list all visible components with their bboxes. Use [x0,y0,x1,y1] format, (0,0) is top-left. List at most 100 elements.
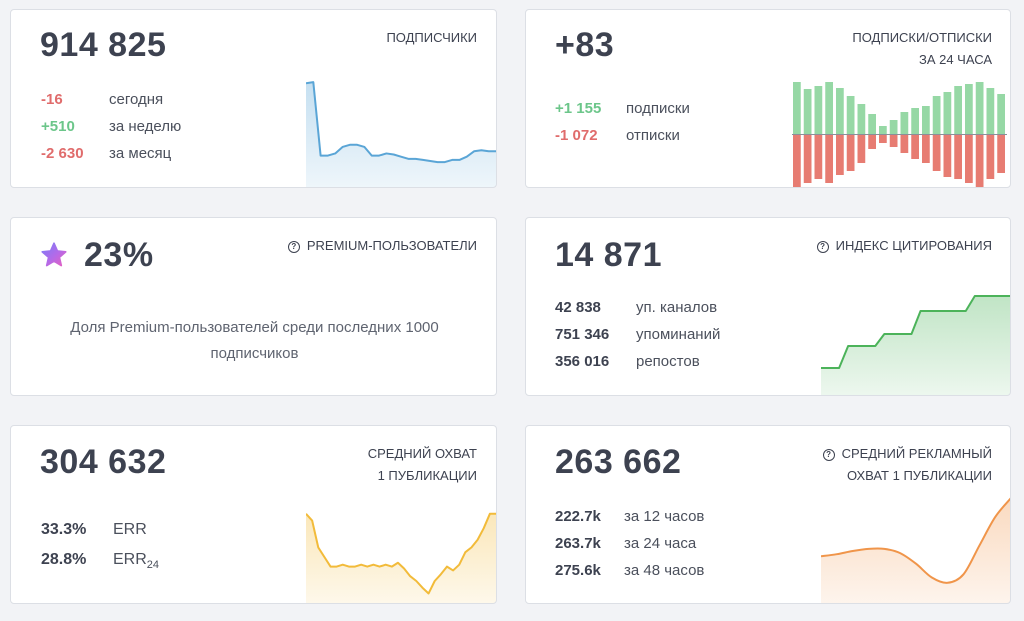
stat-channels: 42 838 уп. каналов [555,299,717,316]
bar-unsubscribed [900,135,909,153]
premium-description-line1: Доля Premium-пользователей среди последн… [70,319,439,336]
bar-unsubscribed [879,135,887,143]
bar-subscribed [922,106,930,134]
stat-today: -16 сегодня [41,91,163,108]
bar-subscribed [793,82,801,134]
bar-unsubscribed [803,135,812,183]
subs-unsubs-total: +83 [555,26,615,64]
stat-24h-value: 263.7k [555,535,601,552]
citation-index-line [821,295,1010,369]
ad-reach-title: ? СРЕДНИЙ РЕКЛАМНЫЙ ОХВАТ 1 ПУБЛИКАЦИИ [822,443,992,487]
help-icon[interactable]: ? [822,449,835,461]
bar-subscribed [943,92,952,134]
stat-mentions-value: 751 346 [555,326,610,343]
stat-week-value: +510 [41,118,75,135]
bar-unsubscribed [857,135,866,163]
citation-card[interactable]: 14 871 ? ИНДЕКС ЦИТИРОВАНИЯ 42 838 уп. кан… [525,217,1011,396]
premium-star-icon [41,242,67,267]
stat-48h-value: 275.6k [555,562,601,579]
stat-subscribed: +1 155 подписки [555,100,690,117]
reach-title-line1: СРЕДНИЙ ОХВАТ [367,446,477,461]
bar-subscribed [900,112,909,134]
subs-unsubs-title: ПОДПИСКИ/ОТПИСКИ ЗА 24 ЧАСА [852,27,992,71]
stat-err24-label: ERR [113,551,147,568]
reach-trend-line [306,512,496,595]
ad-reach-chart [821,497,1010,603]
stat-unsubscribed: -1 072 отписки [555,127,680,144]
premium-description: Доля Premium-пользователей среди последн… [11,315,496,367]
subscribers-chart [306,81,496,187]
stat-mentions-label: упоминаний [636,326,721,343]
stat-err-value: 33.3% [41,521,87,538]
bar-unsubscribed [889,135,898,147]
stat-err24-value: 28.8% [41,551,87,568]
citation-index-area [821,296,1010,395]
bar-unsubscribed [965,135,973,183]
bar-subscribed [932,96,941,134]
stat-24h-label: за 24 часа [624,535,697,552]
bar-unsubscribed [943,135,952,177]
premium-title-text: PREMIUM-ПОЛЬЗОВАТЕЛИ [306,238,477,253]
bar-subscribed [857,104,866,134]
bar-unsubscribed [814,135,823,179]
stat-subscribed-value: +1 155 [555,100,602,117]
bar-unsubscribed [932,135,941,171]
premium-card[interactable]: 23% ? PREMIUM-ПОЛЬЗОВАТЕЛИ Доля Premium-п… [10,217,497,396]
reach-title: СРЕДНИЙ ОХВАТ 1 ПУБЛИКАЦИИ [368,443,477,487]
stat-month-value: -2 630 [41,145,84,162]
subs-unsubs-chart [792,82,1007,187]
citation-title: ? ИНДЕКС ЦИТИРОВАНИЯ [816,235,992,257]
bar-unsubscribed [825,135,833,183]
bar-unsubscribed [868,135,876,149]
stat-month: -2 630 за месяц [41,145,171,162]
reach-card[interactable]: 304 632 СРЕДНИЙ ОХВАТ 1 ПУБЛИКАЦИИ 33.3%… [10,425,497,604]
reach-trend-area [306,513,496,603]
bar-unsubscribed [836,135,844,175]
ad-reach-trend-line [821,497,1010,584]
bar-unsubscribed [793,135,801,187]
bar-unsubscribed [954,135,962,179]
bar-subscribed [825,82,833,134]
subscribers-trend-area [306,82,496,187]
bar-subscribed [954,86,962,134]
bar-subscribed [868,114,876,134]
stat-err: 33.3% ERR [41,521,147,539]
stat-reposts: 356 016 репостов [555,353,700,370]
help-icon[interactable]: ? [287,241,300,253]
citation-total: 14 871 [555,236,662,274]
bar-subscribed [879,126,887,134]
subscribers-card[interactable]: 914 825 ПОДПИСЧИКИ -16 сегодня +510 за нед… [10,9,497,188]
ad-reach-card[interactable]: 263 662 ? СРЕДНИЙ РЕКЛАМНЫЙ ОХВАТ 1 ПУБЛИ… [525,425,1011,604]
ad-reach-total: 263 662 [555,443,682,481]
stat-today-value: -16 [41,91,63,108]
stat-today-label: сегодня [109,91,164,108]
help-icon[interactable]: ? [816,241,829,253]
bar-subscribed [846,96,855,134]
stat-reposts-value: 356 016 [555,353,610,370]
bar-unsubscribed [911,135,919,159]
reach-total: 304 632 [40,443,167,481]
citation-chart [821,295,1010,395]
stat-err24: 28.8% ERR24 [41,551,159,571]
subscribers-total: 914 825 [40,26,167,64]
stat-subscribed-label: подписки [626,100,690,117]
stat-12h: 222.7k за 12 часов [555,508,704,525]
citation-title-text: ИНДЕКС ЦИТИРОВАНИЯ [835,238,992,253]
bar-unsubscribed [975,135,984,187]
reach-chart [306,512,496,603]
stat-12h-value: 222.7k [555,508,601,525]
stat-err24-sub: 24 [146,559,160,572]
bar-subscribed [803,89,812,134]
reach-title-line2: 1 ПУБЛИКАЦИИ [377,468,477,483]
bar-subscribed [836,88,844,134]
stat-unsubscribed-value: -1 072 [555,127,598,144]
bar-unsubscribed [997,135,1005,173]
stat-err-label: ERR [113,521,147,538]
stat-week-label: за неделю [109,118,182,135]
bar-unsubscribed [986,135,995,179]
subs-unsubs-card[interactable]: +83 ПОДПИСКИ/ОТПИСКИ ЗА 24 ЧАСА +1 155 по… [525,9,1011,188]
premium-title: ? PREMIUM-ПОЛЬЗОВАТЕЛИ [287,235,477,257]
bar-subscribed [986,88,995,134]
bar-subscribed [814,86,823,134]
bar-subscribed [911,108,919,134]
